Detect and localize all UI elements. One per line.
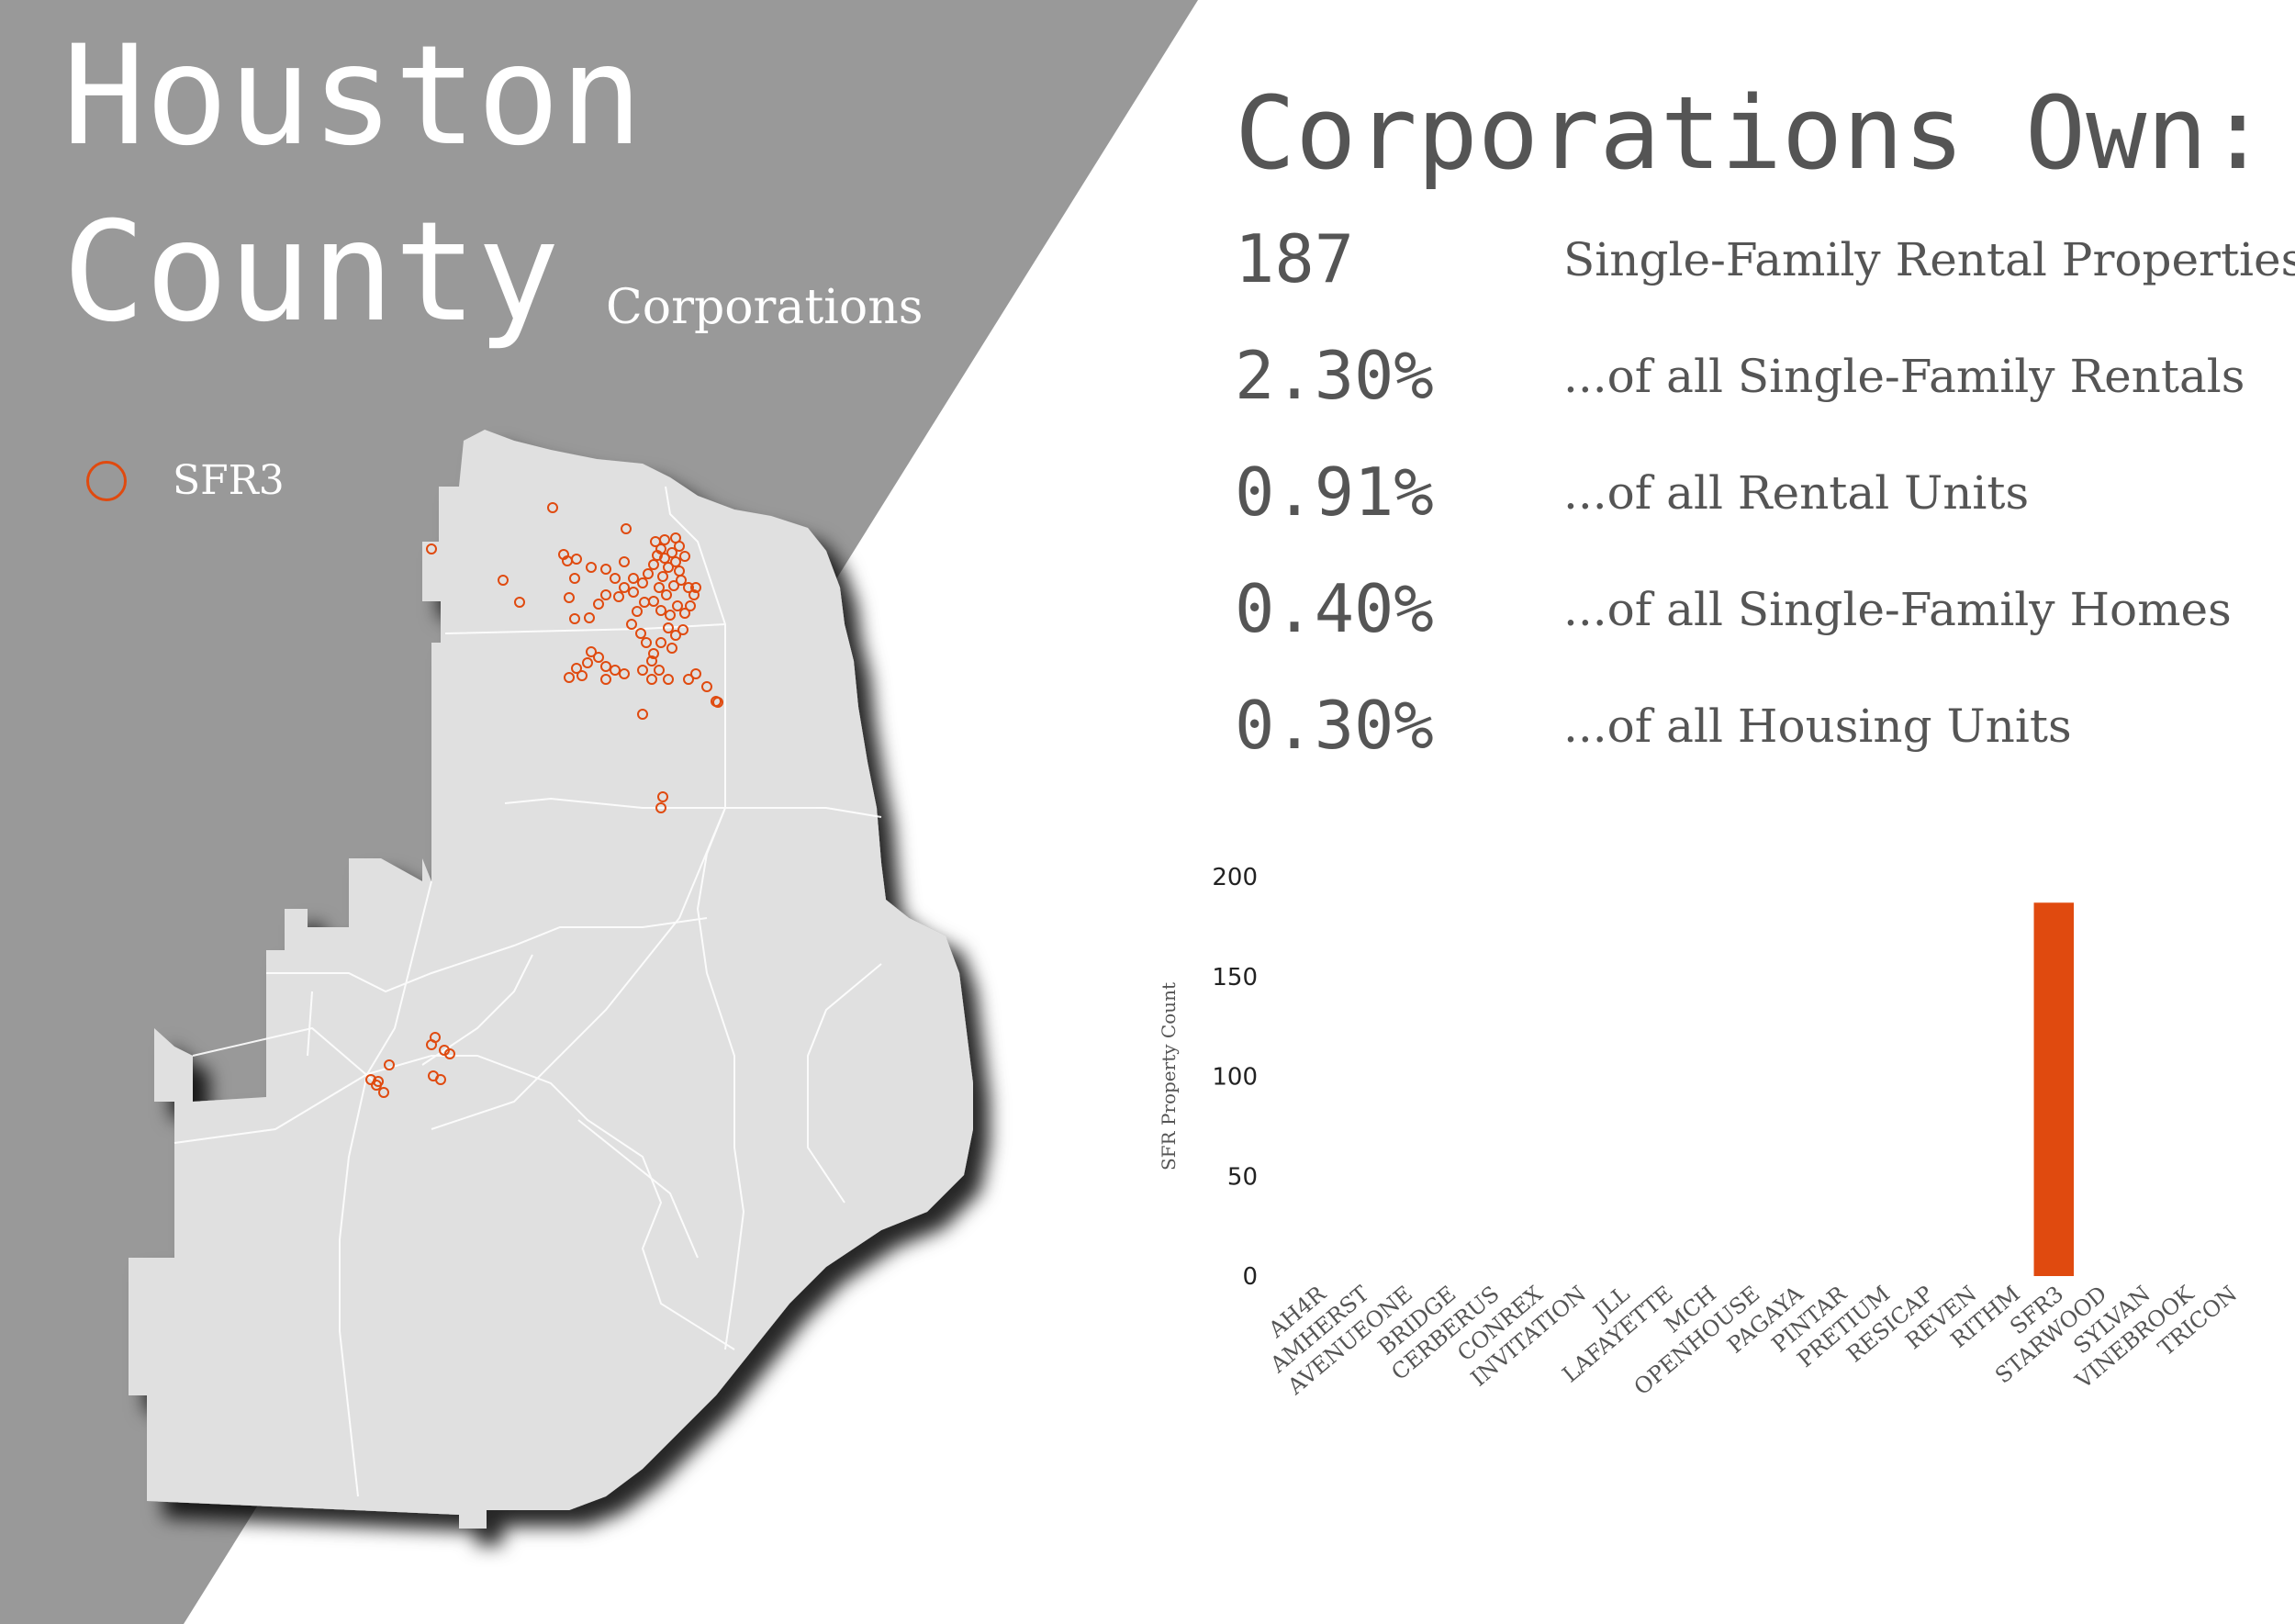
stat-value: 187 bbox=[1235, 220, 1355, 297]
stat-value: 0.30% bbox=[1235, 687, 1434, 764]
stat-description: ...of all Single-Family Homes bbox=[1563, 583, 2232, 636]
legend-circle-icon bbox=[86, 460, 127, 501]
y-tick-label: 200 bbox=[1212, 864, 1258, 891]
stat-value: 0.40% bbox=[1235, 570, 1434, 647]
stat-row: 0.40% ...of all Single-Family Homes bbox=[1235, 570, 2263, 662]
stat-description: ...of all Housing Units bbox=[1563, 700, 2072, 753]
y-tick-label: 150 bbox=[1212, 964, 1258, 991]
y-axis-label: SFR Property Count bbox=[1158, 982, 1180, 1170]
stat-description: ...of all Single-Family Rentals bbox=[1563, 350, 2245, 403]
y-tick-label: 50 bbox=[1227, 1163, 1258, 1191]
title-line-1: Houston bbox=[62, 17, 644, 176]
stat-row: 0.30% ...of all Housing Units bbox=[1235, 687, 2263, 778]
y-tick-label: 100 bbox=[1212, 1064, 1258, 1092]
stat-description: ...of all Rental Units bbox=[1563, 466, 2030, 520]
stat-value: 2.30% bbox=[1235, 337, 1434, 414]
road-network bbox=[174, 486, 882, 1497]
map-legend: SFR3 bbox=[86, 457, 285, 504]
legend-label: SFR3 bbox=[173, 457, 285, 504]
stat-row: 2.30% ...of all Single-Family Rentals bbox=[1235, 337, 2263, 429]
subtitle: Corporations bbox=[606, 280, 924, 335]
y-tick-label: 0 bbox=[1242, 1263, 1258, 1291]
title-line-2: County bbox=[62, 193, 560, 353]
stat-row: 0.91% ...of all Rental Units bbox=[1235, 454, 2263, 545]
stat-value: 0.91% bbox=[1235, 454, 1434, 531]
stats-heading: Corporations Own: bbox=[1235, 74, 2268, 192]
bar-sfr3 bbox=[2033, 902, 2075, 1276]
stat-description: Single-Family Rental Properties bbox=[1563, 233, 2295, 286]
property-markers bbox=[365, 502, 723, 1098]
stat-row: 187 Single-Family Rental Properties bbox=[1235, 220, 2295, 312]
